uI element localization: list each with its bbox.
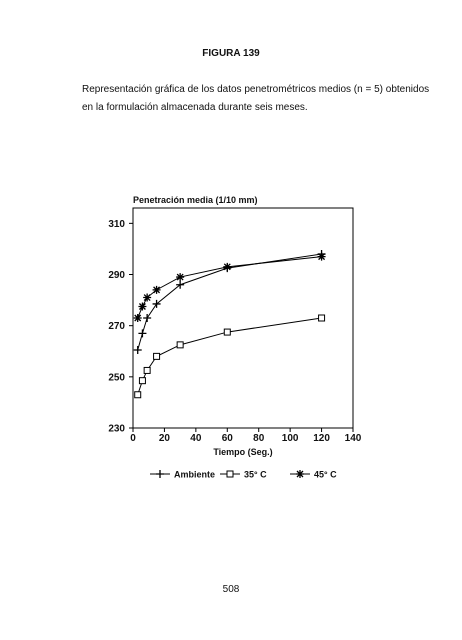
x-tick-label: 40	[190, 433, 202, 444]
legend-label: Ambiente	[174, 470, 215, 480]
marker	[143, 366, 151, 374]
marker	[152, 285, 161, 294]
marker	[138, 329, 147, 338]
x-tick-label: 60	[222, 433, 234, 444]
x-tick-label: 0	[130, 433, 136, 444]
x-axis-title: Tiempo (Seg.)	[213, 447, 272, 457]
x-tick-label: 20	[159, 433, 171, 444]
marker	[152, 299, 161, 308]
marker	[143, 293, 152, 302]
marker	[153, 352, 161, 360]
marker	[223, 262, 232, 271]
marker	[176, 280, 185, 289]
marker	[318, 314, 326, 322]
figure-title: FIGURA 139	[202, 48, 260, 59]
x-tick-label: 140	[345, 433, 362, 444]
y-tick-label: 270	[108, 321, 125, 332]
page-number: 508	[223, 584, 240, 595]
legend-marker	[156, 470, 164, 478]
marker	[223, 328, 231, 336]
legend-marker	[226, 470, 234, 478]
legend-marker	[296, 470, 304, 478]
y-tick-label: 310	[108, 219, 125, 230]
caption-line: Representación gráfica de los datos pene…	[82, 84, 429, 95]
y-tick-label: 290	[108, 270, 125, 281]
marker	[134, 391, 142, 399]
marker	[317, 252, 326, 261]
plot-frame	[132, 207, 354, 429]
marker	[138, 377, 146, 385]
legend-label: 35° C	[244, 470, 267, 480]
marker	[138, 302, 147, 311]
y-axis-title: Penetración media (1/10 mm)	[133, 195, 258, 205]
marker	[133, 345, 142, 354]
legend-label: 45° C	[314, 470, 337, 480]
x-tick-label: 100	[282, 433, 299, 444]
y-tick-label: 230	[108, 424, 125, 435]
marker	[176, 273, 185, 282]
x-tick-label: 80	[253, 433, 265, 444]
y-tick-label: 250	[108, 372, 125, 383]
caption-line: en la formulación almacenada durante sei…	[82, 102, 308, 113]
marker	[143, 314, 152, 322]
marker	[176, 341, 184, 349]
x-tick-label: 120	[313, 433, 330, 444]
marker	[133, 314, 142, 322]
series-line	[137, 256, 322, 319]
